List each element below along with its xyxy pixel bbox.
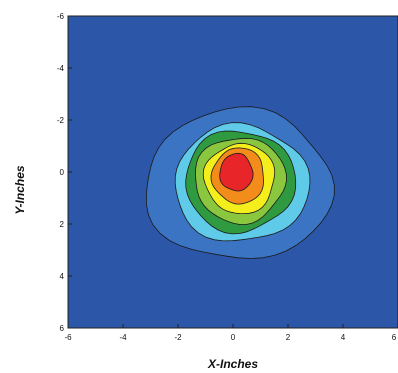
y-tick-label: 0	[60, 168, 65, 177]
x-tick-label: 0	[231, 333, 236, 342]
y-axis-label: Y-Inches	[13, 165, 27, 214]
contour-levels	[145, 106, 335, 259]
x-axis-label: X-Inches	[207, 357, 258, 371]
x-tick-label: -6	[64, 333, 72, 342]
y-tick-label: 2	[60, 220, 65, 229]
x-tick-label: 6	[392, 333, 397, 342]
x-tick-label: 2	[286, 333, 291, 342]
x-tick-label: -2	[174, 333, 182, 342]
y-tick-label: 6	[60, 324, 65, 333]
y-tick-label: 4	[60, 272, 65, 281]
contour-level-7	[219, 152, 254, 192]
x-tick-label: -4	[119, 333, 127, 342]
y-tick-label: -2	[57, 116, 65, 125]
x-axis: -6 -4 -2 0 2 4 6	[64, 324, 398, 342]
y-tick-label: -4	[57, 64, 65, 73]
y-axis: -6 -4 -2 0 2 4 6	[57, 12, 72, 333]
x-tick-label: 4	[341, 333, 346, 342]
y-tick-label: -6	[57, 12, 65, 21]
